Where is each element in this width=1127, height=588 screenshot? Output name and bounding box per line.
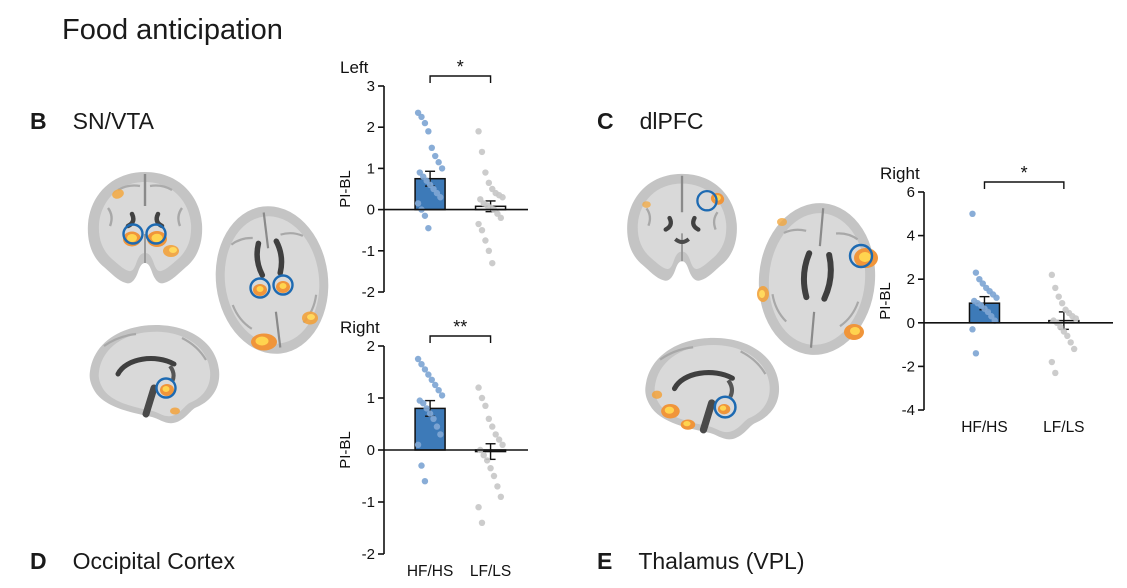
svg-text:LF/LS: LF/LS [470,563,511,580]
panel-b-letter: B [30,108,47,134]
activation-blobs [757,218,878,340]
panel-b-label: SN/VTA [72,108,154,134]
svg-text:Right: Right [340,318,380,337]
svg-text:0: 0 [367,442,375,459]
chart-b-left: 3 2 1 0 -1 -2 PI-BL Left * [338,57,528,301]
svg-text:-1: -1 [362,494,375,511]
svg-text:HF/HS: HF/HS [961,419,1008,436]
svg-text:3: 3 [367,78,375,95]
panel-e-label: Thalamus (VPL) [638,548,805,574]
svg-text:HF/HS: HF/HS [407,563,454,580]
svg-text:-2: -2 [902,358,915,375]
brain-b-sagittal-slice [89,325,220,424]
svg-text:4: 4 [907,228,915,245]
brain-c-sagittal-slice [645,337,780,440]
svg-text:2: 2 [907,271,915,288]
panel-c-header: C dlPFC [597,108,704,135]
figure-title: Food anticipation [62,14,283,46]
panel-c-label: dlPFC [639,108,704,134]
svg-text:6: 6 [907,184,915,201]
svg-text:2: 2 [367,338,375,355]
brain-c-coronal-slice [627,173,737,281]
svg-text:-2: -2 [362,284,375,301]
panel-d-label: Occipital Cortex [72,548,235,574]
svg-text:1: 1 [367,160,375,177]
svg-text:-4: -4 [902,402,915,419]
svg-text:-1: -1 [362,243,375,260]
svg-text:0: 0 [367,202,375,219]
svg-text:PI-BL: PI-BL [338,170,354,208]
svg-text:PI-BL: PI-BL [878,282,894,320]
panel-d-letter: D [30,548,47,574]
svg-text:LF/LS: LF/LS [1043,419,1084,436]
svg-text:PI-BL: PI-BL [338,431,354,469]
brain-b-axial-slice [215,206,329,354]
roi-circles [155,377,177,399]
svg-text:Left: Left [340,58,369,77]
roi-circles [122,223,167,245]
svg-text:*: * [1021,163,1028,183]
panel-b-header: B SN/VTA [30,108,154,135]
panel-c-letter: C [597,108,614,134]
activation-blobs [160,384,180,415]
roi-circles [848,243,874,269]
svg-text:0: 0 [907,315,915,332]
activation-blobs [651,390,731,430]
brain-c-axial-slice [757,203,878,355]
svg-text:Right: Right [880,164,920,183]
roi-circles [696,189,718,212]
roi-circles [249,274,294,299]
brain-b-coronal-slice [87,172,203,284]
svg-text:**: ** [453,317,467,337]
svg-text:2: 2 [367,119,375,136]
chart-b-right: 2 1 0 -1 -2 PI-BL Right ** HF/HS LF/LS [338,317,528,580]
panel-e-letter: E [597,548,613,574]
chart-c-right: 6 4 2 0 -2 -4 PI-BL Right * HF/HS LF/LS [878,163,1113,436]
panel-e-header: E Thalamus (VPL) [597,548,805,575]
svg-text:-2: -2 [362,546,375,563]
svg-text:*: * [457,57,464,77]
roi-circles [713,395,737,419]
activation-blobs [251,281,318,351]
svg-text:1: 1 [367,390,375,407]
panel-d-header: D Occipital Cortex [30,548,235,575]
